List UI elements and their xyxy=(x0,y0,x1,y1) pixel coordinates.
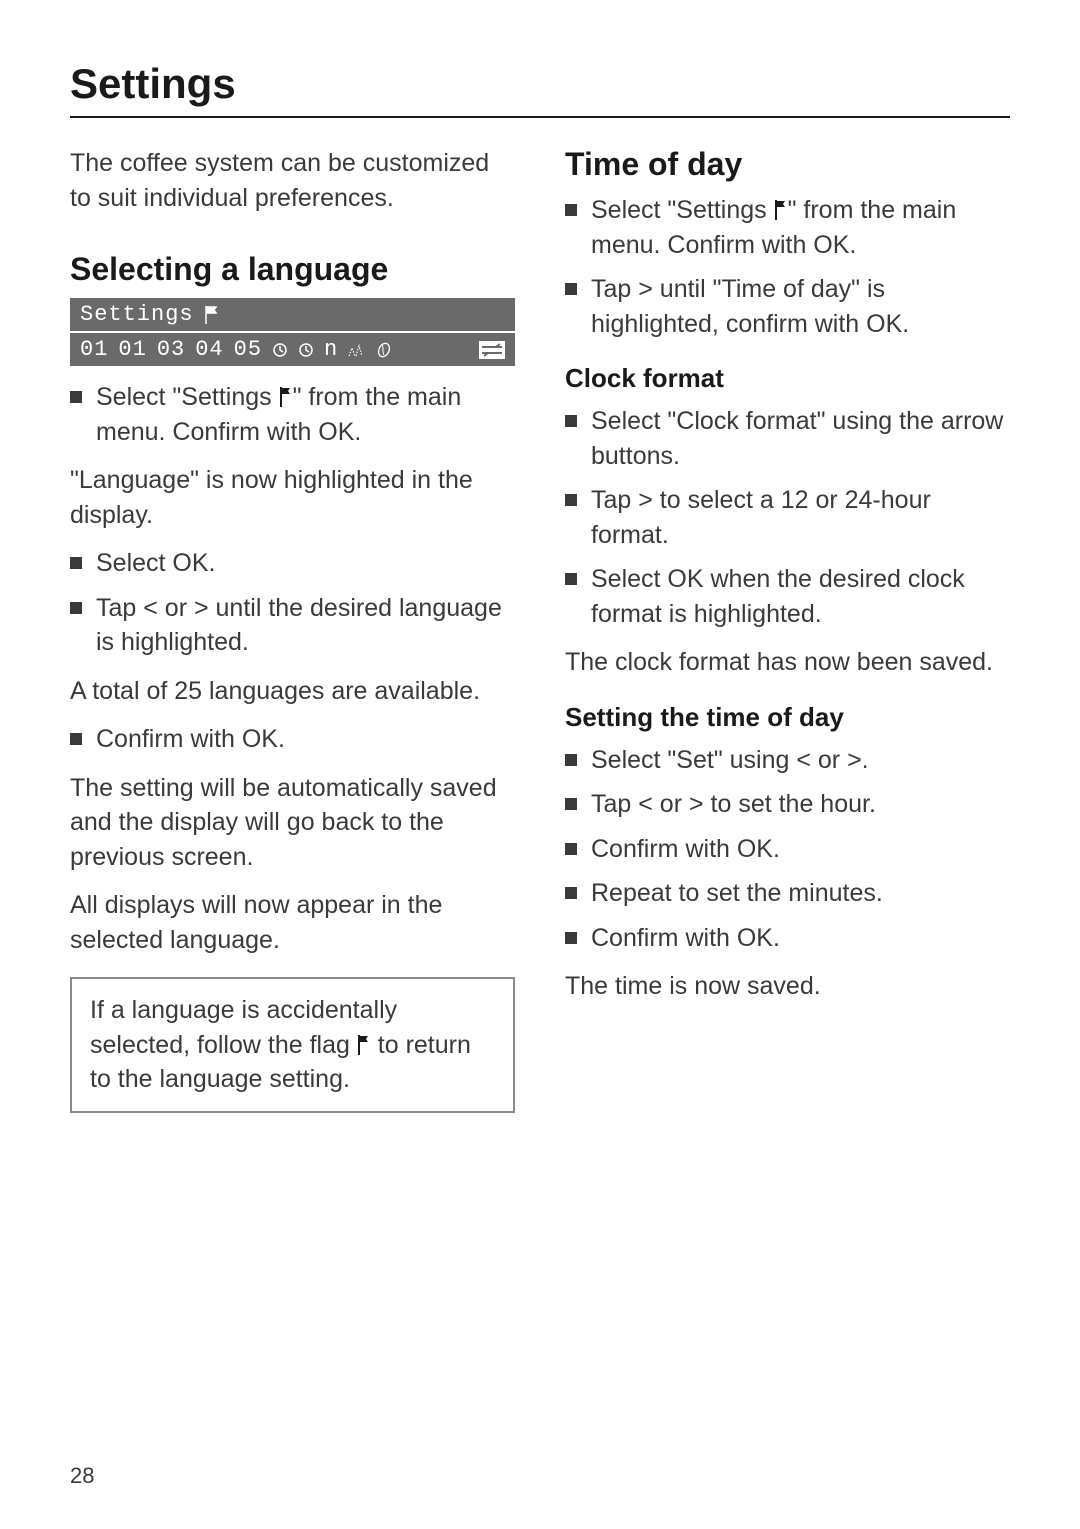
flag-icon xyxy=(774,200,788,220)
instruction-item: Select "Settings " from the main menu. C… xyxy=(70,380,515,449)
instruction-item: Tap < or > until the desired language is… xyxy=(70,591,515,660)
instruction-item: Select OK when the desired clock format … xyxy=(565,562,1010,631)
left-column: The coffee system can be customized to s… xyxy=(70,146,515,1113)
section-heading-time: Time of day xyxy=(565,146,1010,183)
flag-icon xyxy=(204,306,220,324)
instruction-item: Repeat to set the minutes. xyxy=(565,876,1010,911)
manual-page: Settings The coffee system can be custom… xyxy=(0,0,1080,1529)
body-paragraph: A total of 25 languages are available. xyxy=(70,674,515,709)
lcd-top-row: Settings xyxy=(70,298,515,333)
instruction-item: Tap > to select a 12 or 24-hour format. xyxy=(565,483,1010,552)
clock-icon xyxy=(272,342,288,358)
lcd-label: Settings xyxy=(80,302,194,327)
two-column-layout: The coffee system can be customized to s… xyxy=(70,146,1010,1113)
instruction-list: Select "Settings " from the main menu. C… xyxy=(565,193,1010,341)
note-box: If a language is accidentally selected, … xyxy=(70,977,515,1113)
body-paragraph: The clock format has now been saved. xyxy=(565,645,1010,680)
instruction-item: Confirm with OK. xyxy=(565,832,1010,867)
text-fragment: Select "Settings xyxy=(96,383,279,411)
body-paragraph: "Language" is now highlighted in the dis… xyxy=(70,463,515,532)
lcd-cell: 04 xyxy=(195,337,223,362)
lcd-n: n xyxy=(324,337,338,362)
instruction-item: Confirm with OK. xyxy=(70,722,515,757)
instruction-list: Select OK. Tap < or > until the desired … xyxy=(70,546,515,660)
page-number: 28 xyxy=(70,1463,94,1489)
subsection-heading-set-time: Setting the time of day xyxy=(565,702,1010,733)
lcd-cell: 03 xyxy=(157,337,185,362)
text-fragment: If a language is accidentally selected, … xyxy=(90,996,397,1059)
body-paragraph: The time is now saved. xyxy=(565,969,1010,1004)
hardness-icon xyxy=(348,343,366,357)
instruction-list: Select "Settings " from the main menu. C… xyxy=(70,380,515,449)
sliders-icon xyxy=(479,341,505,359)
instruction-item: Select OK. xyxy=(70,546,515,581)
body-paragraph: The setting will be automatically saved … xyxy=(70,771,515,875)
instruction-list: Confirm with OK. xyxy=(70,722,515,757)
flag-icon xyxy=(357,1035,371,1055)
section-heading-language: Selecting a language xyxy=(70,251,515,288)
instruction-item: Confirm with OK. xyxy=(565,921,1010,956)
text-fragment: Select "Settings xyxy=(591,196,774,224)
instruction-item: Select "Set" using < or >. xyxy=(565,743,1010,778)
instruction-item: Select "Clock format" using the arrow bu… xyxy=(565,404,1010,473)
lcd-cell: 01 xyxy=(118,337,146,362)
instruction-item: Tap < or > to set the hour. xyxy=(565,787,1010,822)
bean-icon xyxy=(376,342,392,358)
page-title: Settings xyxy=(70,60,1010,108)
clock-icon xyxy=(298,342,314,358)
lcd-cell: 01 xyxy=(80,337,108,362)
right-column: Time of day Select "Settings " from the … xyxy=(565,146,1010,1113)
body-paragraph: All displays will now appear in the sele… xyxy=(70,888,515,957)
lcd-display: Settings 01 01 03 04 05 xyxy=(70,298,515,366)
instruction-list: Select "Clock format" using the arrow bu… xyxy=(565,404,1010,631)
instruction-list: Select "Set" using < or >. Tap < or > to… xyxy=(565,743,1010,956)
intro-paragraph: The coffee system can be customized to s… xyxy=(70,146,515,215)
instruction-item: Select "Settings " from the main menu. C… xyxy=(565,193,1010,262)
subsection-heading-clock-format: Clock format xyxy=(565,363,1010,394)
instruction-item: Tap > until "Time of day" is highlighted… xyxy=(565,272,1010,341)
flag-icon xyxy=(279,387,293,407)
lcd-cell: 05 xyxy=(234,337,262,362)
lcd-bottom-row: 01 01 03 04 05 n xyxy=(70,333,515,366)
title-rule xyxy=(70,116,1010,118)
